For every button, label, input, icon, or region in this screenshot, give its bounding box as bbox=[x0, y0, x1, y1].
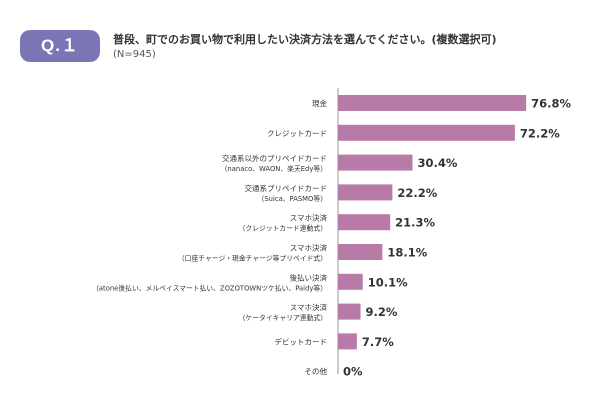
category-label-5: スマホ決済 bbox=[290, 243, 328, 253]
value-label-5: 18.1% bbox=[387, 246, 427, 260]
bar-1 bbox=[338, 124, 515, 141]
category-label-4: スマホ決済 bbox=[290, 213, 328, 223]
category-label-2: 交通系以外のプリペイドカード bbox=[222, 153, 327, 163]
category-label-8: デビットカード bbox=[275, 336, 328, 346]
bar-7 bbox=[338, 303, 361, 320]
bar-0 bbox=[338, 95, 527, 111]
question-header: Q.１ 普段、町でのお買い物で利用したい決済方法を選んでください。(複数選択可)… bbox=[0, 0, 600, 72]
category-sublabel-5: （口座チャージ・現金チャージ等プリペイド式） bbox=[178, 254, 327, 263]
value-label-4: 21.3% bbox=[395, 216, 435, 230]
question-text: 普段、町でのお買い物で利用したい決済方法を選んでください。(複数選択可) bbox=[113, 33, 497, 46]
value-label-1: 72.2% bbox=[520, 126, 560, 140]
bar-8 bbox=[338, 333, 357, 350]
category-sublabel-4: （クレジットカード連動式） bbox=[239, 224, 327, 233]
value-label-3: 22.2% bbox=[397, 186, 437, 200]
category-sublabel-6: （atone後払い、メルペイスマート払い、ZOZOTOWNツケ払い、Paidy等… bbox=[92, 283, 327, 292]
category-label-0: 現金 bbox=[312, 98, 327, 108]
bar-3 bbox=[338, 184, 393, 201]
question-number-badge: Q.１ bbox=[20, 30, 100, 62]
value-label-0: 76.8% bbox=[531, 97, 571, 111]
bar-4 bbox=[338, 214, 391, 231]
category-label-9: その他 bbox=[305, 366, 328, 376]
category-sublabel-7: （ケータイキャリア連動式） bbox=[239, 313, 327, 322]
category-label-3: 交通系プリペイドカード bbox=[245, 183, 328, 193]
value-label-6: 10.1% bbox=[368, 275, 408, 289]
sample-size: (N=945) bbox=[113, 49, 156, 60]
bar-2 bbox=[338, 154, 413, 171]
value-label-2: 30.4% bbox=[417, 156, 457, 170]
category-sublabel-3: （Suica、PASMO等） bbox=[258, 194, 327, 203]
bar-5 bbox=[338, 244, 383, 260]
category-label-7: スマホ決済 bbox=[290, 302, 328, 312]
bar-6 bbox=[338, 273, 363, 290]
category-label-6: 後払い決済 bbox=[290, 272, 328, 282]
value-label-7: 9.2% bbox=[366, 305, 398, 319]
category-label-1: クレジットカード bbox=[267, 129, 327, 138]
value-label-8: 7.7% bbox=[362, 335, 394, 349]
value-label-9: 0% bbox=[343, 365, 363, 379]
category-sublabel-2: （nanaco、WAON、楽天Edy等） bbox=[221, 164, 327, 173]
